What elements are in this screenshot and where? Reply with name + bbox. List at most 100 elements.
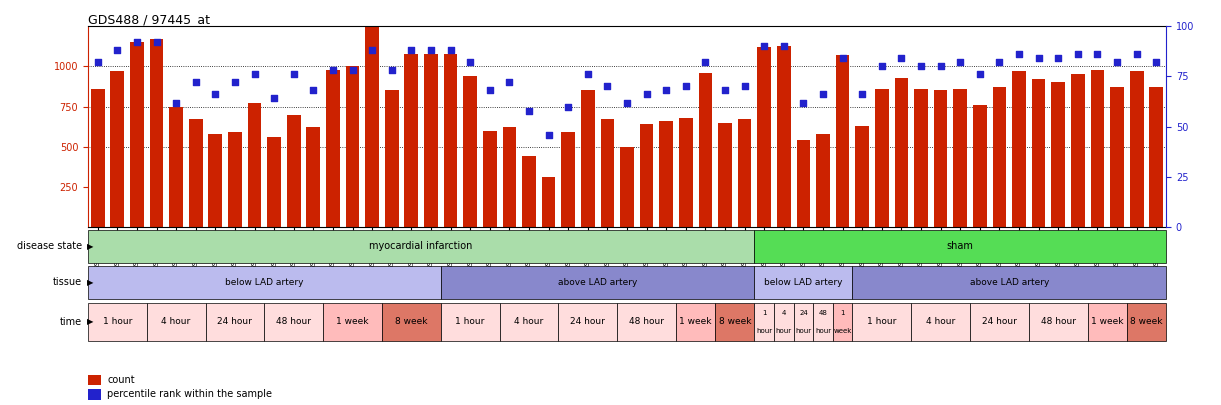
Bar	[774, 303, 794, 341]
Text: 1: 1	[762, 310, 767, 316]
Bar	[676, 303, 716, 341]
Point	[205, 91, 225, 98]
Bar	[1127, 303, 1166, 341]
Point	[538, 131, 558, 138]
Point	[891, 55, 911, 62]
Point	[1068, 51, 1088, 58]
Text: 24 hour: 24 hour	[982, 318, 1017, 326]
Bar	[911, 303, 969, 341]
Point	[735, 83, 755, 90]
Bar	[954, 89, 967, 227]
Point	[950, 59, 969, 66]
Bar	[1129, 71, 1144, 227]
Bar	[147, 303, 205, 341]
Text: below LAD artery: below LAD artery	[764, 278, 842, 287]
Point	[911, 63, 930, 70]
Bar	[875, 89, 889, 227]
Bar	[835, 55, 850, 227]
Bar	[326, 70, 339, 227]
Point	[696, 59, 716, 66]
Point	[225, 79, 244, 86]
Bar	[679, 118, 692, 227]
Point	[519, 107, 538, 114]
Text: hour: hour	[795, 328, 812, 334]
Point	[930, 63, 950, 70]
Bar	[973, 105, 987, 227]
Point	[578, 71, 597, 78]
Bar	[205, 303, 264, 341]
Bar	[969, 303, 1029, 341]
Bar	[88, 375, 101, 386]
Point	[480, 87, 499, 94]
Text: 48 hour: 48 hour	[629, 318, 664, 326]
Point	[343, 67, 363, 74]
Text: 4 hour: 4 hour	[161, 318, 190, 326]
Text: above LAD artery: above LAD artery	[969, 278, 1049, 287]
Text: 24 hour: 24 hour	[217, 318, 253, 326]
Bar	[463, 76, 477, 227]
Point	[402, 47, 421, 53]
Point	[617, 99, 637, 106]
Point	[460, 59, 480, 66]
Bar	[523, 156, 536, 227]
Text: 8 week: 8 week	[396, 318, 427, 326]
Bar	[324, 303, 382, 341]
Bar	[1149, 87, 1164, 227]
Text: hour: hour	[756, 328, 772, 334]
Point	[794, 99, 813, 106]
Bar	[346, 66, 359, 227]
Point	[1029, 55, 1049, 62]
Bar	[601, 119, 614, 227]
Bar	[640, 124, 653, 227]
Bar	[404, 53, 419, 227]
Bar	[813, 303, 833, 341]
Text: hour: hour	[814, 328, 832, 334]
Bar	[88, 230, 755, 262]
Bar	[777, 46, 791, 227]
Bar	[228, 132, 242, 227]
Text: 1 week: 1 week	[1092, 318, 1123, 326]
Point	[597, 83, 617, 90]
Bar	[856, 126, 869, 227]
Text: time: time	[60, 317, 82, 327]
Bar	[131, 43, 144, 227]
Point	[1127, 51, 1147, 58]
Text: 8 week: 8 week	[1131, 318, 1162, 326]
Text: tissue: tissue	[53, 277, 82, 288]
Text: 8 week: 8 week	[718, 318, 751, 326]
Point	[755, 43, 774, 49]
Bar	[1110, 87, 1123, 227]
Point	[1049, 55, 1068, 62]
Bar	[895, 78, 908, 227]
Bar	[441, 266, 755, 299]
Bar	[617, 303, 676, 341]
Point	[813, 91, 833, 98]
Point	[244, 71, 264, 78]
Bar	[382, 303, 441, 341]
Point	[676, 83, 696, 90]
Bar	[264, 303, 324, 341]
Bar	[915, 89, 928, 227]
Bar	[755, 303, 774, 341]
Point	[657, 87, 676, 94]
Bar	[441, 303, 499, 341]
Bar	[1012, 71, 1026, 227]
Bar	[267, 137, 281, 227]
Bar	[150, 39, 164, 227]
Point	[716, 87, 735, 94]
Point	[186, 79, 205, 86]
Bar	[424, 53, 438, 227]
Bar	[993, 87, 1006, 227]
Bar	[755, 266, 852, 299]
Point	[1088, 51, 1107, 58]
Point	[88, 59, 107, 66]
Point	[382, 67, 402, 74]
Text: 1 hour: 1 hour	[455, 318, 485, 326]
Bar	[306, 127, 320, 227]
Bar	[737, 119, 751, 227]
Bar	[88, 266, 441, 299]
Text: ▶: ▶	[87, 278, 93, 287]
Text: 1 week: 1 week	[336, 318, 369, 326]
Text: 4: 4	[781, 310, 786, 316]
Point	[166, 99, 186, 106]
